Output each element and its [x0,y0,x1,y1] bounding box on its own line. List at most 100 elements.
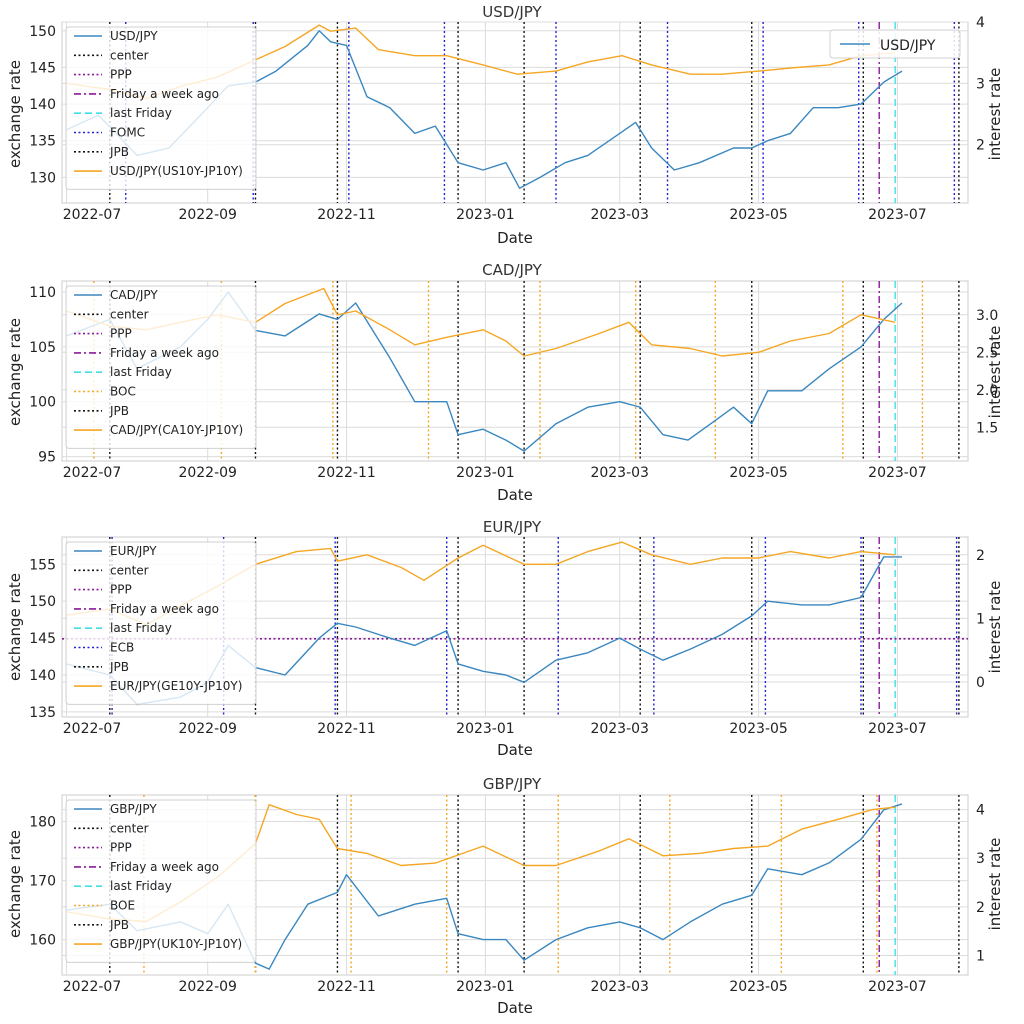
legend-label: PPP [110,841,132,855]
y2-tick-label: 2 [976,548,985,564]
y-tick-label: 95 [38,450,56,466]
y-tick-label: 170 [29,874,56,890]
y2-tick-label: 1.5 [976,420,998,436]
legend-label: Friday a week ago [110,602,219,616]
legend-box [65,799,257,963]
y2-tick-label: 3.0 [976,308,998,324]
panel-gbpjpy: GBP/JPY exchange rate interest rate Date… [6,775,1004,1017]
y2-tick-label: 1 [976,611,985,627]
legend-label: PPP [110,68,132,82]
panel-title: USD/JPY [482,3,542,21]
x-tick-label: 2022-07 [63,465,122,481]
x-axis-label: Date [497,229,533,247]
x-axis-label: Date [497,741,533,759]
legend-label: ECB [110,641,134,655]
y2-tick-label: 2 [976,138,985,154]
x-tick-label: 2022-09 [178,721,237,737]
legend-box [65,285,257,449]
y-tick-label: 110 [29,285,56,301]
x-tick-label: 2022-11 [317,979,376,995]
y-left-label: exchange rate [6,60,24,168]
legend-label: last Friday [110,106,172,120]
y-tick-label: 105 [29,340,56,356]
legend-label: EUR/JPY [110,544,157,558]
legend-right-box [829,29,961,59]
y-tick-label: 145 [29,631,56,647]
x-tick-label: 2023-03 [590,465,649,481]
legend-box [65,541,257,705]
panel-eurjpy: EUR/JPY exchange rate interest rate Date… [6,518,1004,759]
legend-label: Friday a week ago [110,87,219,101]
y2-tick-label: 4 [976,803,985,819]
y-right-label: interest rate [986,581,1004,674]
x-tick-label: 2022-11 [317,465,376,481]
legend-right: USD/JPY [829,29,961,59]
x-tick-label: 2023-01 [456,207,515,223]
legend-label: center [110,821,149,835]
legend-label: CAD/JPY [110,288,158,302]
y-tick-label: 160 [29,933,56,949]
x-tick-label: 2023-07 [868,721,927,737]
legend-label: BOC [110,385,136,399]
y-tick-label: 150 [29,594,56,610]
x-tick-label: 2022-11 [317,721,376,737]
x-tick-label: 2023-01 [456,465,515,481]
y-tick-label: 145 [29,60,56,76]
y-right-label: interest rate [986,838,1004,931]
x-tick-label: 2022-09 [178,207,237,223]
legend-label: GBP/JPY(UK10Y-JP10Y) [110,937,242,951]
y2-tick-label: 2 [976,900,985,916]
y-right-label: interest rate [986,68,1004,161]
legend-label: FOMC [110,126,145,140]
legend-label: JPB [109,145,129,159]
legend-label: JPB [109,918,129,932]
legend: CAD/JPY center PPP Friday a week ago last Fr… [65,285,257,449]
x-tick-label: 2023-03 [590,207,649,223]
legend-label: last Friday [110,879,172,893]
y-tick-label: 140 [29,97,56,113]
y-tick-label: 140 [29,668,56,684]
panel-title: GBP/JPY [483,775,542,793]
x-tick-label: 2023-07 [868,207,927,223]
y2-tick-label: 3 [976,851,985,867]
legend-label: last Friday [110,621,172,635]
x-tick-label: 2023-01 [456,979,515,995]
y2-tick-label: 2.5 [976,345,998,361]
legend-label: BOE [110,899,135,913]
legend: EUR/JPY center PPP Friday a week ago last Fr… [65,541,257,705]
x-tick-label: 2023-01 [456,721,515,737]
legend-label: PPP [110,327,132,341]
x-tick-label: 2023-05 [729,721,788,737]
legend-label: center [110,563,149,577]
y-left-label: exchange rate [6,573,24,681]
x-tick-label: 2023-07 [868,979,927,995]
y-tick-label: 180 [29,815,56,831]
legend-label: USD/JPY(US10Y-JP10Y) [110,164,243,178]
y-tick-label: 150 [29,24,56,40]
legend-label: GBP/JPY [110,802,157,816]
legend: USD/JPY center PPP Friday a week ago last Fr… [65,26,257,190]
legend-label: Friday a week ago [110,346,219,360]
y-tick-label: 130 [29,170,56,186]
panel-title: CAD/JPY [482,261,542,279]
legend-label: center [110,48,149,62]
x-tick-label: 2023-05 [729,207,788,223]
legend: GBP/JPY center PPP Friday a week ago last Fr… [65,799,257,963]
y-tick-label: 135 [29,134,56,150]
panel-title: EUR/JPY [483,518,542,536]
y2-tick-label: 3 [976,76,985,92]
y2-tick-label: 0 [976,675,985,691]
y-tick-label: 155 [29,557,56,573]
y2-tick-label: 4 [976,15,985,31]
x-tick-label: 2023-07 [868,465,927,481]
x-tick-label: 2023-03 [590,721,649,737]
y-left-label: exchange rate [6,830,24,938]
panel-cadjpy: CAD/JPY exchange rate interest rate Date… [6,261,1004,504]
y2-tick-label: 1 [976,949,985,965]
legend-box [65,26,257,190]
x-tick-label: 2022-07 [63,979,122,995]
y-tick-label: 100 [29,395,56,411]
panel-usdjpy: USD/JPY exchange rate interest rate Date… [6,3,1004,247]
legend-label: JPB [109,404,129,418]
